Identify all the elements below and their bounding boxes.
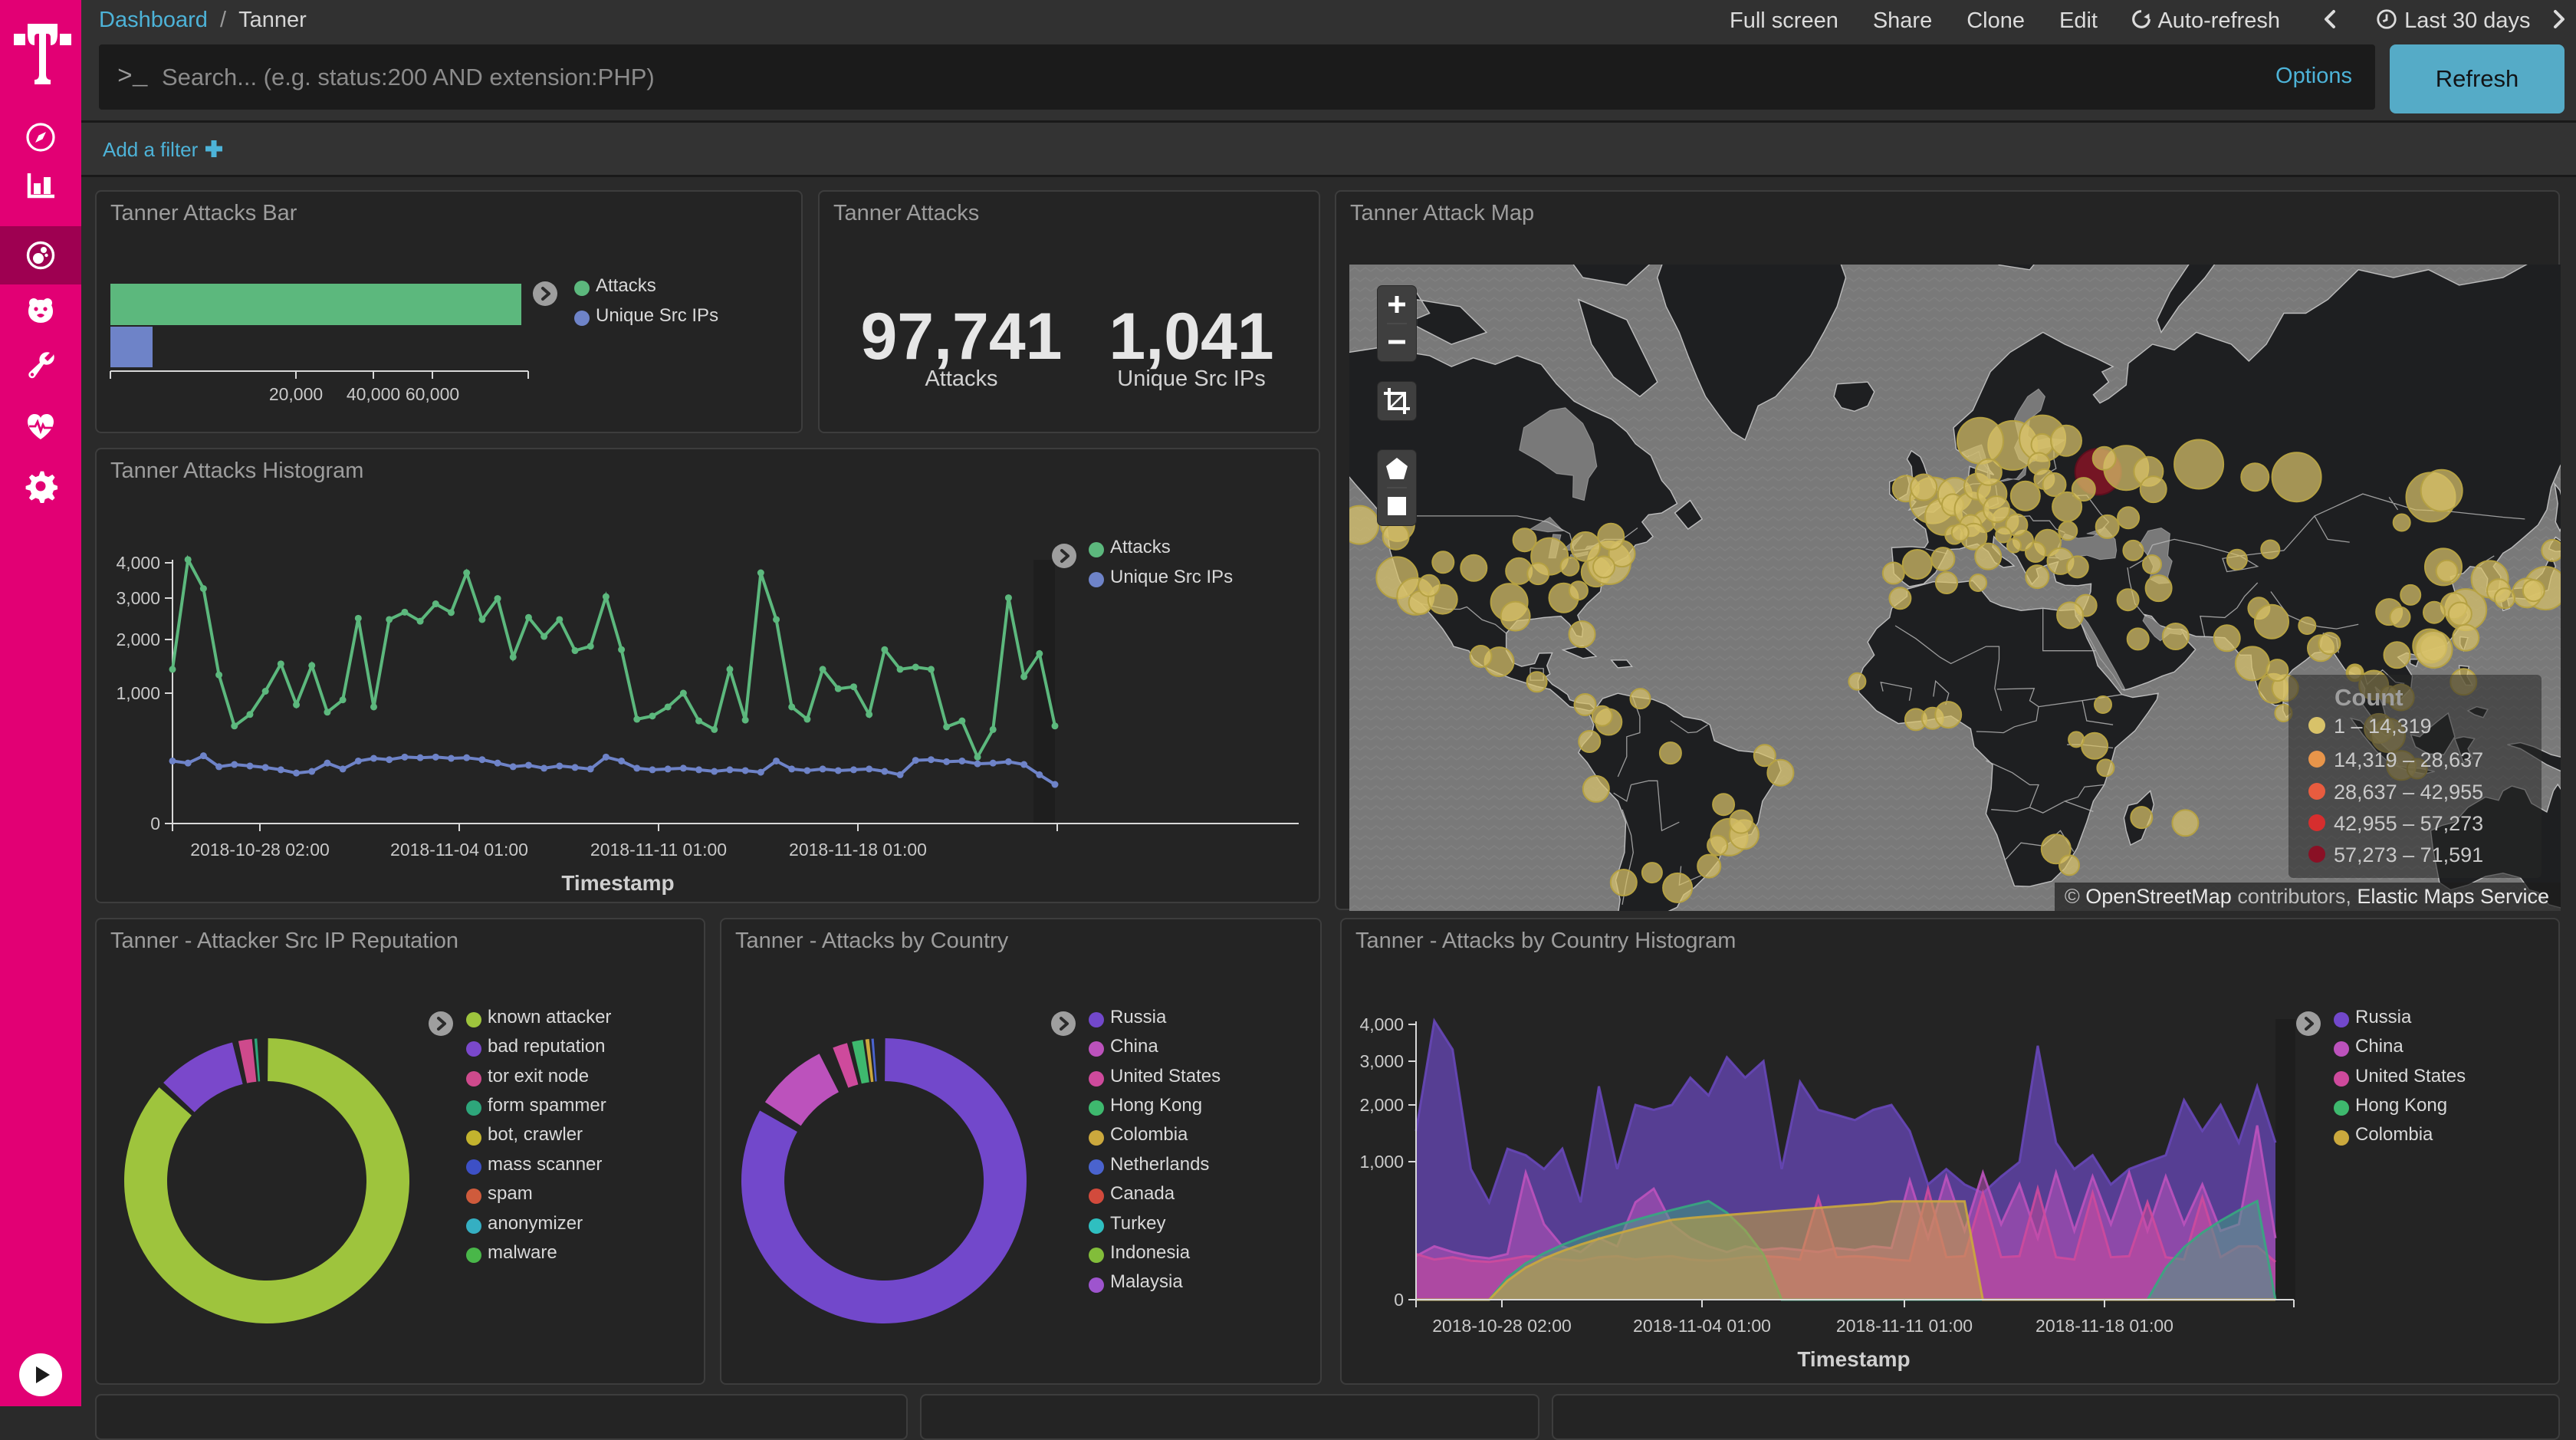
svg-text:4,000: 4,000 [116, 553, 160, 573]
svg-text:0: 0 [1394, 1290, 1404, 1310]
svg-text:1 – 14,319: 1 – 14,319 [2334, 715, 2432, 738]
svg-text:1,000: 1,000 [1359, 1152, 1404, 1172]
svg-text:28,637 – 42,955: 28,637 – 42,955 [2334, 781, 2483, 804]
svg-text:40,000: 40,000 [347, 384, 400, 404]
svg-text:2018-11-04 01:00: 2018-11-04 01:00 [390, 840, 528, 860]
svg-text:2018-10-28 02:00: 2018-10-28 02:00 [1432, 1316, 1572, 1336]
svg-text:2018-11-11 01:00: 2018-11-11 01:00 [590, 840, 727, 860]
svg-text:1,000: 1,000 [116, 683, 160, 703]
svg-text:0: 0 [150, 814, 160, 833]
svg-text:20,000: 20,000 [269, 384, 323, 404]
svg-text:2018-11-04 01:00: 2018-11-04 01:00 [1633, 1316, 1771, 1336]
svg-text:57,273 – 71,591: 57,273 – 71,591 [2334, 843, 2483, 866]
svg-text:Count: Count [2334, 684, 2404, 711]
svg-text:Timestamp: Timestamp [1797, 1347, 1910, 1371]
svg-text:14,319 – 28,637: 14,319 – 28,637 [2334, 748, 2483, 771]
svg-text:4,000: 4,000 [1359, 1014, 1404, 1034]
svg-text:2,000: 2,000 [116, 630, 160, 649]
svg-text:© OpenStreetMap contributors,: © OpenStreetMap contributors, Elastic Ma… [2065, 885, 2549, 908]
svg-text:60,000: 60,000 [406, 384, 459, 404]
svg-text:2,000: 2,000 [1359, 1095, 1404, 1115]
svg-text:2018-11-11 01:00: 2018-11-11 01:00 [1836, 1316, 1973, 1336]
svg-text:2018-10-28 02:00: 2018-10-28 02:00 [190, 840, 330, 860]
svg-text:2018-11-18 01:00: 2018-11-18 01:00 [789, 840, 927, 860]
svg-text:Timestamp: Timestamp [561, 871, 674, 895]
svg-text:3,000: 3,000 [1359, 1051, 1404, 1071]
svg-text:42,955 – 57,273: 42,955 – 57,273 [2334, 812, 2483, 835]
svg-text:3,000: 3,000 [116, 588, 160, 608]
svg-text:2018-11-18 01:00: 2018-11-18 01:00 [2036, 1316, 2174, 1336]
